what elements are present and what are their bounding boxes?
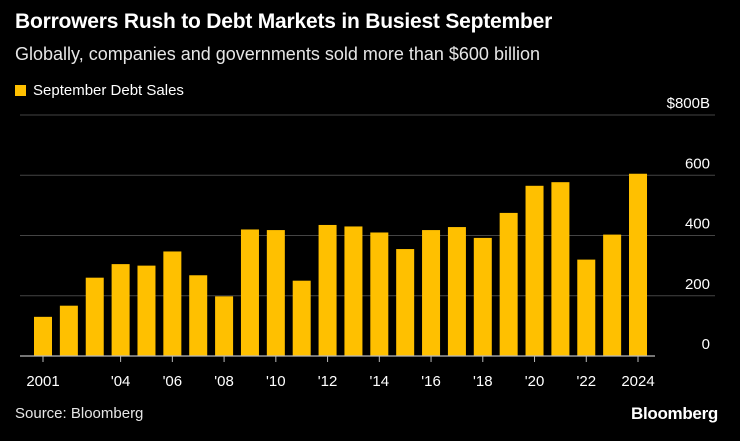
bar-2020 bbox=[525, 185, 544, 356]
bar-2019 bbox=[499, 212, 518, 356]
bar-2012 bbox=[318, 224, 337, 356]
bar-2002 bbox=[59, 305, 78, 356]
bar-2024 bbox=[629, 173, 648, 356]
bar-2008 bbox=[215, 296, 234, 356]
y-tick-label: 400 bbox=[685, 216, 710, 233]
legend-swatch bbox=[15, 85, 26, 96]
x-tick-label: 2001 bbox=[26, 373, 59, 390]
x-tick-label: '10 bbox=[266, 373, 286, 390]
legend: September Debt Sales bbox=[15, 82, 184, 99]
bar-2009 bbox=[240, 229, 259, 356]
x-tick-label: '12 bbox=[318, 373, 338, 390]
source-note: Source: Bloomberg bbox=[15, 405, 144, 422]
bar-2005 bbox=[137, 265, 156, 356]
bar-2023 bbox=[603, 234, 622, 356]
x-tick-label: '20 bbox=[525, 373, 545, 390]
y-tick-label: 0 bbox=[702, 336, 710, 353]
x-tick-label: '04 bbox=[111, 373, 131, 390]
x-tick-label: 2024 bbox=[621, 373, 654, 390]
chart-subtitle: Globally, companies and governments sold… bbox=[15, 44, 540, 64]
legend-label: September Debt Sales bbox=[33, 82, 184, 99]
x-tick-label: '06 bbox=[163, 373, 183, 390]
y-tick-label: 200 bbox=[685, 276, 710, 293]
bar-2016 bbox=[422, 230, 441, 356]
bar-2004 bbox=[111, 264, 130, 356]
bar-2014 bbox=[370, 232, 389, 356]
bar-2021 bbox=[551, 182, 570, 356]
bloomberg-logo: Bloomberg bbox=[630, 404, 718, 423]
bar-2017 bbox=[447, 227, 466, 356]
bar-2001 bbox=[34, 316, 52, 356]
bar-2013 bbox=[344, 226, 363, 356]
bar-2003 bbox=[85, 277, 104, 356]
y-tick-label: 600 bbox=[685, 155, 710, 172]
bar-2010 bbox=[266, 230, 285, 356]
bar-2015 bbox=[396, 249, 415, 356]
x-tick-label: '08 bbox=[214, 373, 234, 390]
x-tick-label: '18 bbox=[473, 373, 493, 390]
x-tick-label: '14 bbox=[370, 373, 390, 390]
y-tick-label: $800B bbox=[667, 95, 710, 112]
bar-2022 bbox=[577, 259, 596, 356]
bar-2006 bbox=[163, 251, 182, 356]
bar-2007 bbox=[189, 275, 208, 356]
bar-2018 bbox=[473, 237, 492, 356]
chart-title: Borrowers Rush to Debt Markets in Busies… bbox=[15, 10, 553, 33]
bar-2011 bbox=[292, 280, 311, 356]
x-tick-label: '16 bbox=[421, 373, 441, 390]
x-tick-label: '22 bbox=[576, 373, 596, 390]
